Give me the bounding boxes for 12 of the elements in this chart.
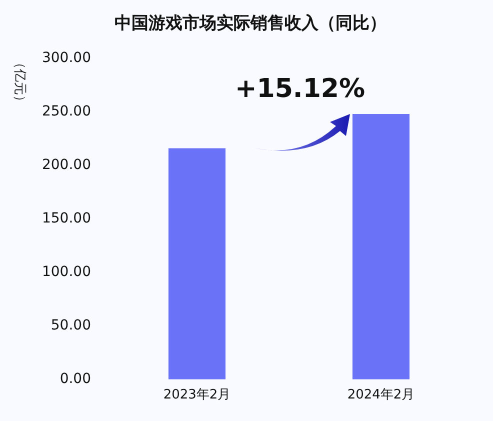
y-tick-label: 250.00 (42, 104, 91, 120)
chart-title: 中国游戏市场实际销售收入（同比） (114, 14, 386, 34)
x-tick-label: 2024年2月 (347, 388, 415, 403)
annotation: +15.12% (234, 74, 366, 104)
y-tick-label: 200.00 (42, 157, 91, 174)
x-tick-label: 2023年2月 (163, 388, 231, 403)
y-tick-label: 50.00 (50, 318, 91, 334)
y-tick-label: 300.00 (42, 50, 91, 66)
y-tick-label: 100.00 (42, 264, 91, 280)
y-axis-title: （亿元） (11, 55, 27, 110)
y-tick-label: 0.00 (60, 371, 91, 388)
y-tick-label: 150.00 (42, 210, 91, 227)
